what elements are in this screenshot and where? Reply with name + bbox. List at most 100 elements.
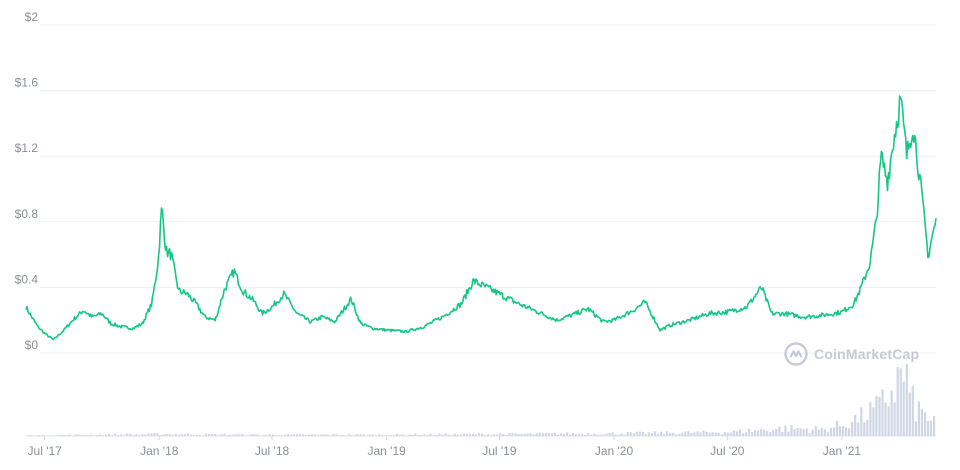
volume-bar (444, 433, 447, 436)
volume-bar (565, 432, 569, 436)
volume-bar (569, 434, 572, 436)
volume-bar (929, 420, 933, 436)
volume-bar (198, 434, 202, 436)
volume-bar (772, 429, 775, 436)
volume-bar (135, 434, 138, 436)
volume-bar (323, 434, 326, 436)
volume-bar (705, 431, 708, 436)
volume-bar (374, 435, 377, 436)
volume-bar (684, 431, 687, 436)
y-tick-label: $2 (25, 10, 39, 24)
volume-bar (302, 434, 305, 436)
volume-bar (757, 430, 760, 436)
volume-bar (860, 407, 863, 436)
volume-bar (383, 435, 387, 436)
volume-bar (59, 434, 62, 436)
volume-bar (396, 433, 399, 436)
volume-bar (732, 430, 735, 436)
volume-bar (390, 435, 393, 436)
volume-bar (26, 435, 29, 436)
volume-bar (775, 429, 778, 436)
volume-bar (95, 435, 98, 436)
volume-bar (766, 430, 769, 436)
volume-bar (556, 434, 559, 436)
volume-bar (890, 390, 893, 436)
volume-bar (138, 434, 141, 436)
volume-bar (465, 434, 468, 436)
volume-bar (511, 433, 514, 436)
volume-bar (205, 433, 208, 436)
volume-bar (814, 426, 817, 436)
volume-bar (678, 433, 681, 436)
volume-bar (741, 433, 745, 436)
volume-bar (911, 385, 914, 436)
volume-bar (875, 395, 878, 436)
volume-bar (493, 434, 496, 436)
volume-bar (933, 416, 936, 436)
volume-bar (186, 433, 189, 436)
volume-bar (86, 435, 89, 436)
volume-bar (711, 432, 714, 436)
volume-bar (347, 434, 350, 436)
volume-bar (471, 433, 475, 436)
y-tick-label: $1.6 (15, 76, 39, 90)
volume-bar (593, 433, 596, 436)
volume-bar (38, 435, 41, 436)
volume-bar (617, 434, 620, 436)
volume-bar (74, 434, 77, 436)
volume-bar (635, 431, 638, 436)
volume-bar (311, 434, 314, 436)
volume-bar (481, 433, 484, 436)
volume-bar (356, 434, 359, 436)
gridlines (26, 24, 936, 437)
volume-bar (541, 433, 544, 436)
volume-bar (550, 433, 553, 436)
volume-bar (450, 435, 453, 436)
volume-bar (738, 429, 741, 436)
price-series-line (25, 95, 937, 341)
volume-bar (359, 434, 362, 436)
x-tick-label: Jul '19 (482, 444, 517, 458)
volume-bar (62, 434, 65, 436)
volume-bar (192, 435, 195, 436)
volume-bar (262, 434, 265, 436)
volume-bar (747, 429, 751, 436)
volume-bar (723, 432, 726, 436)
volume-bar (638, 431, 641, 436)
volume-bar (435, 434, 438, 436)
volume-bar (402, 434, 405, 436)
volume-bar (320, 434, 323, 436)
volume-bar (702, 430, 705, 436)
volume-bar (572, 433, 575, 436)
volume-bar (620, 433, 623, 436)
volume-bar (299, 434, 302, 436)
volume-bar (917, 401, 920, 436)
volume-bar (666, 431, 669, 436)
volume-bar (50, 435, 53, 436)
volume-bar (77, 434, 80, 436)
volume-bar (496, 434, 499, 436)
volume-bar (729, 432, 732, 436)
volume-bar (675, 434, 678, 436)
volume-bar (244, 435, 247, 436)
volume-bar (878, 396, 881, 436)
volume-bar (44, 435, 47, 436)
volume-bar (362, 434, 365, 436)
volume-bar (195, 434, 199, 436)
volume-bar (417, 435, 420, 436)
volume-bar (332, 434, 335, 436)
volume-bar (708, 432, 711, 436)
volume-bar (35, 435, 38, 436)
volume-bar (602, 434, 605, 436)
volume-bar (29, 435, 32, 436)
volume-bar (872, 407, 875, 436)
volume-bar (241, 433, 244, 436)
volume-bar (647, 432, 650, 436)
volume-bar (387, 435, 390, 436)
volume-bar (532, 434, 535, 436)
volume-bar (171, 434, 174, 436)
volume-bar (274, 435, 277, 436)
volume-bar (869, 402, 872, 436)
